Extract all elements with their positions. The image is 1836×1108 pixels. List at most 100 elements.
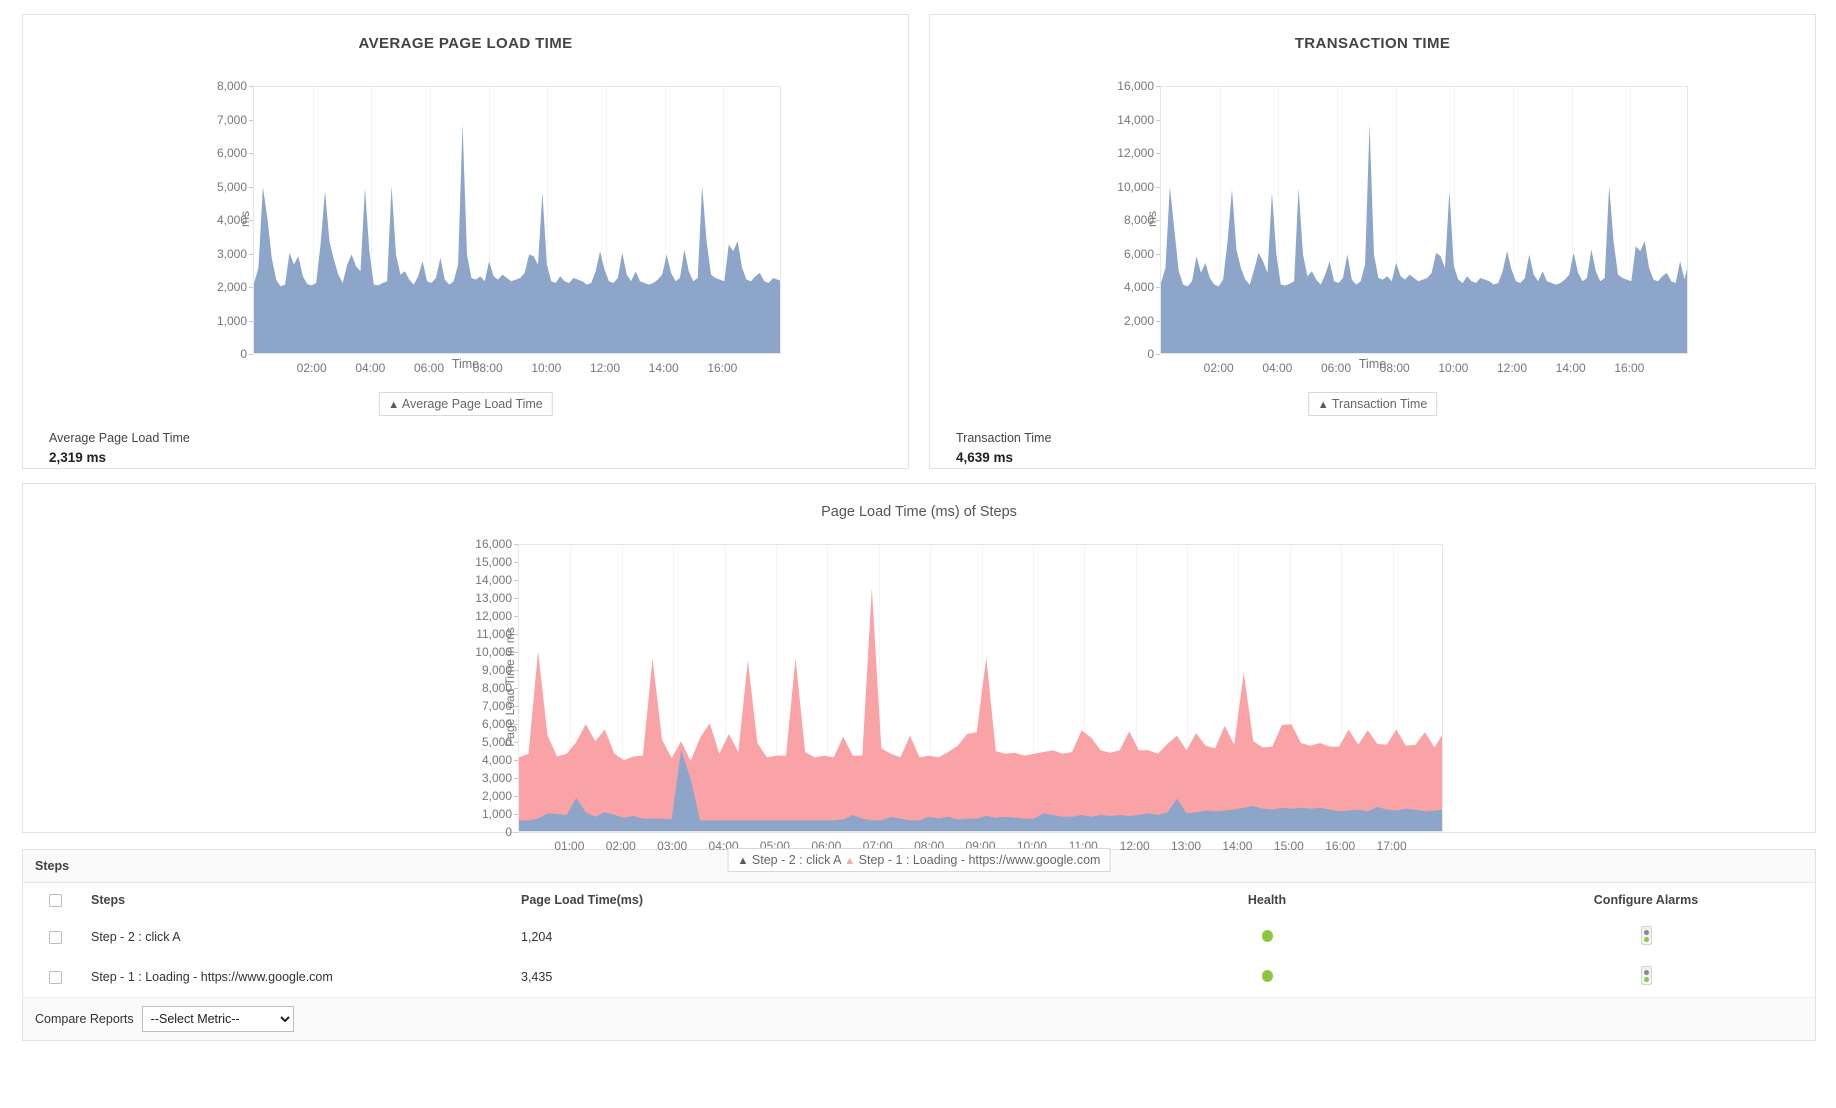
y-axis-tick: 10,000 [1117, 179, 1154, 194]
chart-transaction-time[interactable]: ms 0 2,000 4,000 6,000 8,000 10,000 12,000 14,00… [930, 52, 1815, 432]
x-axis-tick: 06:00 [413, 361, 445, 375]
health-status-dot [1261, 969, 1273, 982]
summary-average-page-load-time: Average Page Load Time 2,319 ms [49, 430, 190, 467]
legend-marker-icon: ▲ [1317, 399, 1329, 411]
x-axis-tick: 08:00 [472, 361, 503, 375]
chart-legend[interactable]: ▲ Transaction Time [1307, 392, 1438, 416]
chart-page-load-time-of-steps[interactable]: Page Load Time in ms 0 1,000 2,000 3,000 4,00… [23, 520, 1815, 888]
chart-legend[interactable]: ▲ Step - 2 : click A ▲ Step - 1 : Loadin… [727, 848, 1111, 872]
series-area-Step - 2 : click A [519, 750, 1442, 831]
y-axis-tick: 5,000 [481, 735, 512, 749]
x-axis-tick: 02:00 [296, 361, 327, 375]
table-row[interactable]: Step - 2 : click A 1,204 [23, 917, 1815, 957]
series-area-Average Page Load Time [254, 123, 780, 353]
y-axis-tick: 1,000 [216, 313, 247, 328]
steps-table: Steps Page Load Time(ms) Health Configur… [23, 883, 1815, 997]
y-axis-tick: 10,000 [475, 645, 512, 659]
metric-select[interactable]: --Select Metric-- [141, 1006, 294, 1033]
table-row[interactable]: Step - 1 : Loading - https://www.google.… [23, 957, 1815, 997]
chart-title-steps: Page Load Time (ms) of Steps [821, 504, 1017, 520]
summary-label: Average Page Load Time [49, 431, 190, 445]
x-axis-tick: 14:00 [1222, 839, 1253, 853]
x-axis-tick: 04:00 [1262, 361, 1293, 375]
cell-page-load-time: 1,204 [521, 930, 553, 945]
series-area-Transaction Time [1161, 123, 1687, 353]
cell-configure-alarms [1477, 957, 1815, 997]
x-axis-tick: 14:00 [648, 361, 679, 375]
y-axis-tick: 14,000 [1117, 112, 1154, 127]
x-axis-tick: 12:00 [1496, 361, 1528, 375]
y-axis-tick: 12,000 [475, 609, 512, 623]
y-axis-tick: 2,000 [216, 280, 247, 294]
table-header-row: Steps Page Load Time(ms) Health Configur… [23, 883, 1815, 917]
y-axis-tick: 8,000 [216, 79, 247, 93]
configure-alarms-icon[interactable] [1640, 926, 1652, 946]
summary-label: Transaction Time [956, 431, 1052, 445]
steps-table-panel: Steps Steps Page Load Time(ms) Health Co… [22, 849, 1816, 1042]
series-area-Step - 1 : Loading - https://www.google.com [519, 588, 1442, 831]
x-axis-tick: 02:00 [605, 839, 636, 853]
y-axis-tick: 0 [1147, 347, 1154, 361]
header-page-load-time: Page Load Time(ms) [521, 893, 644, 908]
x-axis-tick: 12:00 [1119, 839, 1150, 853]
summary-value: 4,639 ms [956, 449, 1014, 465]
y-axis-tick: 6,000 [216, 146, 247, 160]
header-configure-alarms: Configure Alarms [1593, 893, 1699, 908]
y-axis-tick: 4,000 [216, 213, 247, 227]
y-axis-tick: 6,000 [1123, 246, 1154, 261]
legend-marker-icon: ▲ [844, 855, 856, 867]
row-checkbox[interactable] [48, 971, 62, 985]
cell-page-load-time: 3,435 [521, 970, 553, 985]
configure-alarms-icon[interactable] [1640, 966, 1652, 986]
y-axis-tick: 7,000 [216, 112, 247, 127]
x-axis-tick: 15:00 [1273, 839, 1304, 853]
cell-configure-alarms [1477, 917, 1815, 957]
y-axis-tick: 8,000 [481, 681, 512, 695]
y-axis-tick: 16,000 [475, 537, 512, 551]
plot-wrap: ms 0 1,000 2,000 3,000 4,000 5,000 6,000 7,000 8,… [23, 52, 908, 432]
legend-marker-icon: ▲ [737, 855, 749, 867]
chart-avg-page-load-time[interactable]: ms 0 1,000 2,000 3,000 4,000 5,000 6,000 7,000 8,… [23, 52, 908, 432]
y-axis-tick: 4,000 [1123, 280, 1154, 294]
x-axis-tick: 17:00 [1376, 839, 1407, 853]
y-axis-tick: 1,000 [481, 807, 512, 821]
y-axis-tick: 3,000 [216, 246, 247, 261]
legend-label: Step - 2 : click A [748, 853, 845, 867]
chart-legend[interactable]: ▲ Average Page Load Time [378, 392, 553, 416]
row-checkbox-cell [23, 957, 87, 997]
header-select-all [23, 883, 87, 917]
panel-page-load-time-of-steps: Page Load Time (ms) of Steps Page Load T… [22, 483, 1816, 872]
y-axis-tick: 7,000 [481, 699, 512, 713]
row-checkbox[interactable] [48, 931, 62, 945]
legend-label: Transaction Time [1328, 397, 1428, 411]
panel-average-page-load-time: AVERAGE PAGE LOAD TIME ms 0 1,000 2,000 3,00… [22, 14, 909, 469]
x-axis-tick: 12:00 [589, 361, 621, 375]
y-axis-tick: 8,000 [1123, 213, 1154, 227]
x-axis-tick: 16:00 [707, 361, 738, 375]
y-axis-tick: 5,000 [216, 179, 247, 194]
x-axis-tick: 14:00 [1555, 361, 1586, 375]
chart-title-avg-page-load: AVERAGE PAGE LOAD TIME [358, 35, 573, 52]
x-axis-tick: 04:00 [355, 361, 386, 375]
cell-health [1057, 957, 1477, 997]
x-axis-tick: 10:00 [531, 361, 562, 375]
legend-marker-icon: ▲ [388, 399, 400, 411]
y-axis-tick: 13,000 [475, 591, 512, 605]
y-axis-tick: 2,000 [1123, 313, 1154, 328]
compare-reports-label: Compare Reports [35, 1012, 134, 1027]
y-axis-tick: 2,000 [481, 789, 512, 803]
series-canvas [519, 588, 1442, 831]
y-axis-tick: 0 [505, 825, 512, 839]
header-health: Health [1247, 893, 1287, 908]
select-all-checkbox[interactable] [48, 894, 62, 908]
y-axis-tick: 6,000 [481, 717, 512, 731]
x-axis-tick: 16:00 [1325, 839, 1356, 853]
compare-reports-bar: Compare Reports --Select Metric-- [23, 997, 1815, 1041]
plot-wrap: ms 0 2,000 4,000 6,000 8,000 10,000 12,000 14,00… [930, 52, 1815, 432]
summary-transaction-time: Transaction Time 4,639 ms [956, 430, 1051, 467]
row-checkbox-cell [23, 917, 87, 957]
health-status-dot [1261, 929, 1273, 942]
y-axis-tick: 14,000 [475, 573, 512, 587]
y-axis-tick: 4,000 [481, 753, 512, 767]
